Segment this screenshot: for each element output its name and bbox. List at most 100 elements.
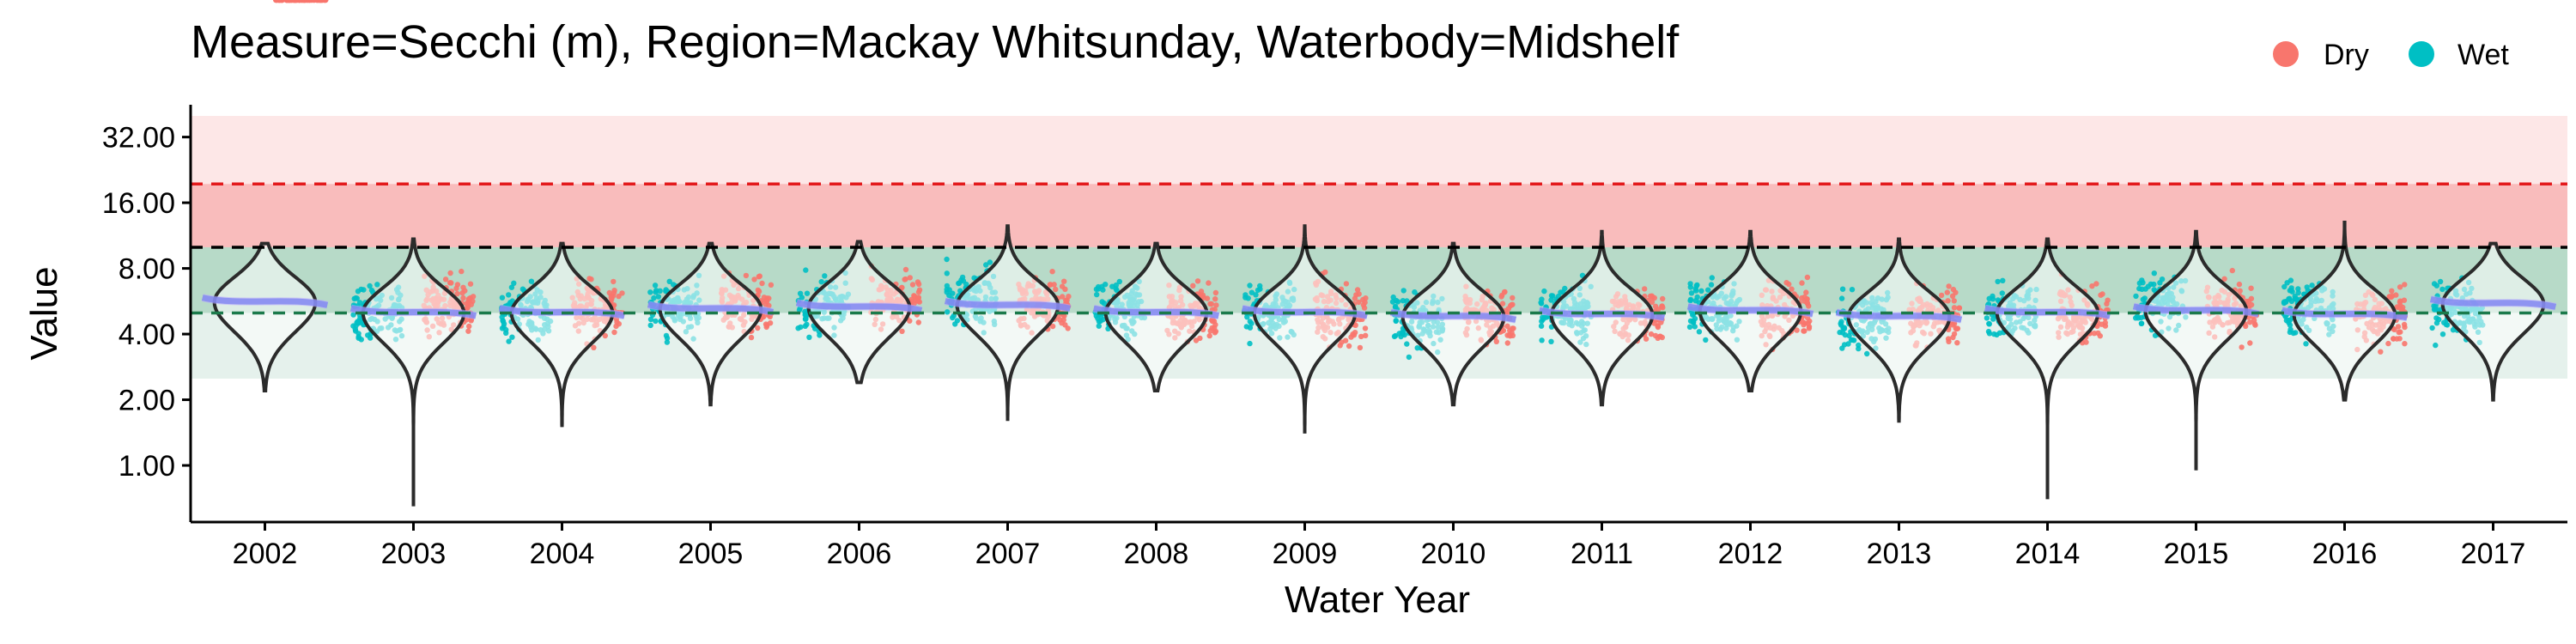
data-point — [1652, 332, 1659, 339]
data-point — [2437, 278, 2444, 285]
data-point — [368, 287, 375, 294]
violin-2011 — [1549, 229, 1655, 407]
data-point — [663, 287, 669, 293]
x-tick-label: 2011 — [1571, 538, 1633, 570]
data-point — [1060, 294, 1066, 300]
data-point — [1342, 337, 1349, 343]
data-point — [508, 284, 515, 290]
data-point — [1094, 291, 1100, 298]
data-point — [1804, 274, 1811, 281]
data-point — [295, 0, 301, 3]
data-point — [1643, 336, 1649, 342]
x-tick-label: 2006 — [827, 538, 892, 570]
data-point — [1352, 330, 1358, 336]
data-point — [1789, 286, 1795, 292]
data-point — [2221, 276, 2227, 282]
data-point — [1063, 297, 1069, 303]
data-point — [1504, 340, 1511, 346]
data-point — [1986, 320, 1992, 327]
data-point — [1687, 284, 1694, 290]
violin-2007 — [955, 224, 1060, 422]
data-point — [1057, 317, 1063, 323]
data-point — [1244, 314, 1250, 320]
data-point — [1053, 286, 1059, 293]
data-point — [1212, 296, 1218, 302]
violin-2010 — [1400, 241, 1506, 407]
data-point — [1406, 354, 1413, 361]
data-point — [1655, 324, 1662, 331]
data-point — [1207, 301, 1213, 307]
data-point — [1116, 278, 1123, 285]
y-tick-label: 2.00 — [118, 385, 175, 417]
data-point — [902, 266, 909, 273]
data-point — [2093, 281, 2099, 287]
data-point — [2247, 319, 2253, 325]
data-point — [2433, 342, 2439, 349]
data-point — [1247, 283, 1253, 289]
data-point — [1800, 319, 1806, 325]
data-point — [1400, 288, 1406, 294]
x-tick-label: 2007 — [975, 538, 1041, 570]
data-point — [2391, 326, 2397, 332]
data-point — [1951, 305, 1958, 311]
data-point — [1944, 289, 1950, 295]
data-point — [1337, 343, 1343, 349]
data-point — [1198, 289, 1205, 295]
data-point — [653, 288, 659, 294]
data-point — [915, 319, 922, 325]
data-point — [944, 287, 950, 293]
data-point — [454, 290, 460, 297]
data-point — [1990, 316, 1996, 322]
data-point — [1212, 328, 1219, 335]
data-point — [1991, 331, 1997, 337]
data-point — [1194, 278, 1201, 284]
data-point — [2439, 331, 2446, 337]
data-point — [1703, 337, 1709, 343]
data-point — [2399, 307, 2405, 313]
data-point — [1692, 315, 1698, 322]
data-point — [602, 332, 608, 339]
x-tick-label: 2008 — [1124, 538, 1189, 570]
data-point — [945, 309, 951, 315]
data-point — [1648, 331, 1655, 337]
y-axis-ticks: 1.00 2.00 4.00 8.00 16.00 32.00 — [102, 122, 191, 483]
data-point — [1243, 324, 1250, 330]
data-point — [1061, 278, 1067, 284]
data-point — [956, 280, 962, 287]
data-point — [1806, 324, 1813, 330]
data-point — [909, 282, 916, 288]
data-point — [503, 326, 509, 333]
data-point — [1705, 287, 1711, 293]
data-point — [1951, 298, 1957, 304]
violin-shapes — [212, 221, 2546, 507]
data-point — [1642, 286, 1648, 292]
data-point — [2393, 292, 2399, 298]
data-point — [1510, 332, 1516, 338]
data-point — [2433, 283, 2440, 289]
data-point — [2139, 277, 2145, 283]
violin-2013 — [1846, 237, 1952, 423]
data-point — [2133, 293, 2139, 300]
data-point — [1845, 341, 1851, 347]
data-point — [755, 325, 761, 331]
data-point — [1505, 306, 1512, 312]
data-point — [1838, 295, 1845, 301]
x-tick-label: 2013 — [1867, 538, 1932, 570]
data-point — [960, 278, 967, 284]
data-point — [2402, 341, 2408, 347]
data-point — [755, 287, 761, 294]
data-point — [2397, 284, 2403, 290]
data-point — [1856, 345, 1862, 352]
data-point — [1548, 293, 1555, 299]
data-point — [1692, 324, 1698, 330]
data-point — [1864, 350, 1870, 357]
data-point — [1096, 319, 1103, 325]
x-axis-ticks: 2002 2003 2004 2005 2006 2007 2008 2009 2010 2011… — [233, 522, 2525, 570]
data-point — [759, 280, 765, 287]
data-point — [1390, 294, 1396, 301]
data-point — [1850, 337, 1856, 343]
data-point — [2140, 296, 2146, 302]
data-point — [1197, 335, 1203, 342]
data-point — [2444, 322, 2451, 328]
